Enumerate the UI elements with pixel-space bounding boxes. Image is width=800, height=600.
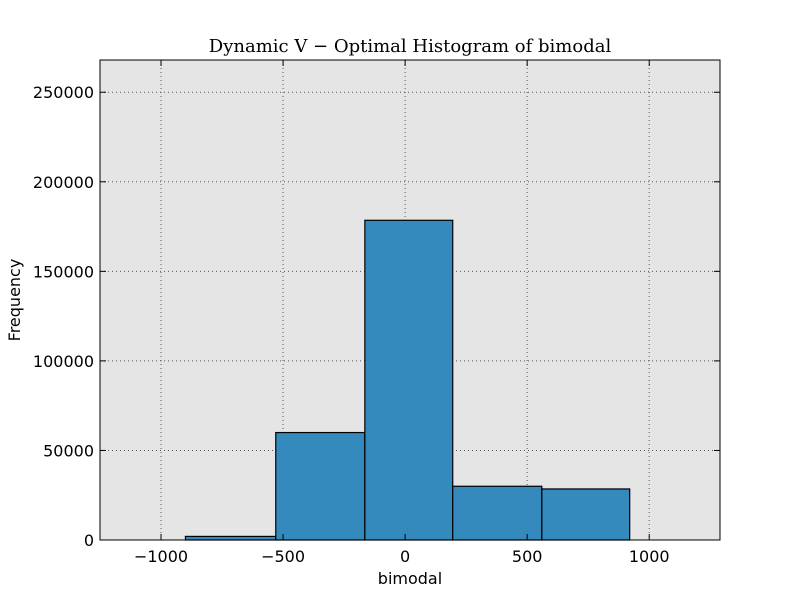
axis-ticks — [100, 60, 720, 541]
y-tick-label: 100000 — [33, 352, 94, 371]
x-tick-label: 500 — [512, 547, 543, 566]
y-tick-label: 250000 — [33, 83, 94, 102]
y-axis-label: Frequency — [5, 259, 24, 342]
chart-title: Dynamic V − Optimal Histogram of bimodal — [209, 36, 612, 57]
x-tick-labels: −1000 −500 0 500 1000 — [134, 547, 670, 566]
x-tick-label: −1000 — [134, 547, 188, 566]
y-tick-label: 200000 — [33, 173, 94, 192]
y-tick-label: 150000 — [33, 262, 94, 281]
y-tick-labels: 0 50000 100000 150000 200000 250000 — [33, 83, 94, 550]
x-tick-label: −500 — [261, 547, 305, 566]
x-tick-label: 0 — [400, 547, 410, 566]
x-tick-label: 1000 — [629, 547, 670, 566]
histogram-bar — [184, 535, 277, 541]
y-tick-label: 50000 — [43, 441, 94, 460]
histogram-bar — [452, 485, 543, 541]
histogram-bar — [275, 431, 366, 541]
histogram-bar — [364, 219, 454, 541]
y-tick-label: 0 — [84, 531, 94, 550]
x-axis-label: bimodal — [378, 569, 442, 588]
histogram-bar — [541, 488, 631, 541]
bars — [184, 219, 631, 541]
plot-frame — [99, 59, 721, 541]
